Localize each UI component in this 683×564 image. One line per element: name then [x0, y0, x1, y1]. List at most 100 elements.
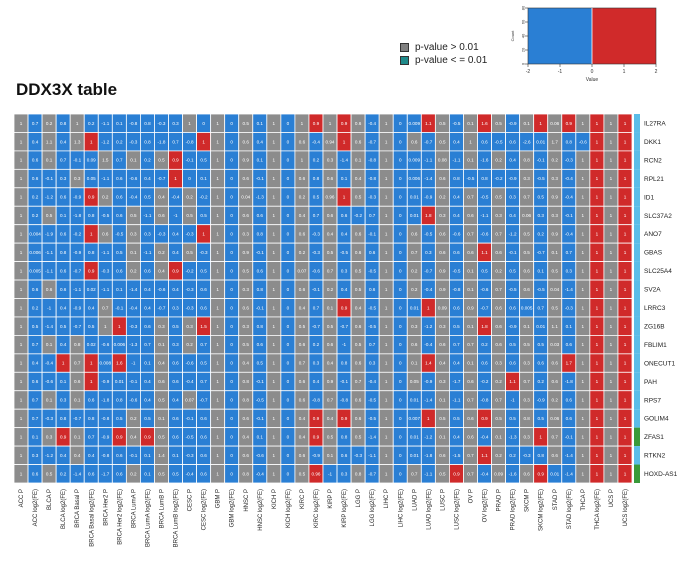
cell-value-label: 0.6: [172, 416, 179, 421]
cell-value-label: 0.2: [495, 268, 502, 273]
cell-value-label: 0.7: [144, 342, 151, 347]
cell-value-label: 0.1: [130, 158, 137, 163]
cell-value-label: 1.6: [116, 361, 123, 366]
cell-value-label: 1: [582, 324, 585, 329]
cell-value-label: -0.3: [158, 121, 166, 126]
cell-value-label: -0.8: [481, 398, 489, 403]
cell-value-label: -0.6: [312, 268, 320, 273]
cell-value-label: 0.5: [299, 471, 306, 476]
cell-value-label: 0.6: [523, 287, 530, 292]
cell-value-label: 0.5: [538, 195, 545, 200]
cell-value-label: 0.5: [186, 250, 193, 255]
column-label: HNSC P: [244, 489, 250, 512]
cell-value-label: -0.4: [256, 471, 264, 476]
cell-value-label: 1: [624, 139, 627, 144]
row-label: RCN2: [644, 157, 662, 164]
cell-value-label: 1: [301, 158, 304, 163]
cell-value-label: 0.9: [467, 305, 474, 310]
cell-value-label: 1: [596, 287, 599, 292]
cell-value-label: 0.6: [200, 305, 207, 310]
cell-value-label: 0.6: [467, 213, 474, 218]
cell-value-label: 1: [273, 361, 276, 366]
cell-value-label: 0.4: [299, 305, 306, 310]
cell-value-label: 1: [624, 324, 627, 329]
cell-value-label: 0.6: [453, 250, 460, 255]
cell-value-label: -0.8: [368, 158, 376, 163]
cell-value-label: 0.3: [552, 213, 559, 218]
cell-value-label: 0: [230, 305, 233, 310]
cell-value-label: 0.2: [411, 268, 418, 273]
cell-value-label: 0: [399, 471, 402, 476]
cell-value-label: 0.5: [523, 250, 530, 255]
cell-value-label: 1: [216, 268, 219, 273]
row-label: SV2A: [644, 287, 661, 294]
cell-value-label: 0.3: [439, 324, 446, 329]
legend-label: p-value > 0.01: [415, 42, 479, 53]
cell-value-label: 1: [273, 139, 276, 144]
cell-value-label: 1.4: [158, 453, 165, 458]
cell-value-label: 0.3: [523, 176, 530, 181]
cell-value-label: 0.3: [523, 361, 530, 366]
cell-value-label: -0.4: [481, 434, 489, 439]
cell-value-label: 0.1: [538, 268, 545, 273]
chart-title: DDX3X table: [16, 80, 118, 99]
column-label: OV P: [468, 489, 474, 503]
cell-value-label: 1: [273, 287, 276, 292]
cell-value-label: 0.8: [257, 232, 264, 237]
cell-value-label: 0.1: [60, 213, 67, 218]
cell-value-label: 1: [188, 121, 191, 126]
cell-value-label: 0: [287, 305, 290, 310]
cell-value-label: 0.6: [74, 379, 81, 384]
cell-value-label: -1.2: [45, 453, 53, 458]
color-key-tick-label: 0: [591, 69, 594, 75]
cell-value-label: 0: [287, 232, 290, 237]
cell-value-label: 0.8: [453, 176, 460, 181]
cell-value-label: 0.6: [60, 232, 67, 237]
cell-value-label: 0.6: [552, 361, 559, 366]
column-label: BRCA Her2 P: [103, 489, 109, 526]
column-label: LUSC log2(FE): [454, 489, 460, 530]
cell-value-label: 0.6: [538, 361, 545, 366]
row-label: GOLIM4: [644, 416, 669, 423]
cell-value-label: -0.3: [101, 268, 109, 273]
cell-value-label: -0.9: [73, 195, 81, 200]
cell-value-label: 0.6: [200, 434, 207, 439]
cell-value-label: 0.6: [495, 305, 502, 310]
cell-value-label: -0.7: [73, 416, 81, 421]
cell-value-label: 0.6: [88, 398, 95, 403]
cell-value-label: 0.5: [243, 342, 250, 347]
cell-value-label: 0.1: [116, 121, 123, 126]
cell-value-label: -0.1: [256, 305, 264, 310]
cell-value-label: 0.3: [46, 434, 53, 439]
cell-value-label: -1.1: [45, 268, 53, 273]
cell-value-label: 0.7: [313, 213, 320, 218]
cell-value-label: 1.1: [552, 324, 559, 329]
cell-value-label: 1: [610, 121, 613, 126]
cell-value-label: 0.8: [243, 471, 250, 476]
cell-value-label: 1: [582, 232, 585, 237]
column-label: GBM log2(FE): [230, 489, 236, 527]
cell-value-label: 0.5: [523, 232, 530, 237]
cell-value-label: -0.5: [452, 268, 460, 273]
cell-value-label: 1: [610, 379, 613, 384]
cell-value-label: 0.6: [243, 176, 250, 181]
cell-value-label: 0.3: [74, 176, 81, 181]
cell-value-label: -0.2: [354, 213, 362, 218]
cell-value-label: 0.4: [355, 176, 362, 181]
cell-value-label: 0: [287, 213, 290, 218]
cell-value-label: 0.6: [467, 250, 474, 255]
row-label: DKK1: [644, 139, 661, 146]
cell-value-label: -0.3: [368, 195, 376, 200]
cell-value-label: -0.1: [73, 158, 81, 163]
cell-value-label: 0.4: [299, 213, 306, 218]
cell-value-label: 0.7: [299, 361, 306, 366]
cell-value-label: 0: [399, 379, 402, 384]
cell-value-label: -0.5: [186, 434, 194, 439]
cell-value-label: 1: [624, 195, 627, 200]
cell-value-label: 0.4: [509, 213, 516, 218]
cell-value-label: 0.6: [200, 471, 207, 476]
cell-value-label: 0.07: [297, 268, 306, 273]
cell-value-label: 0.5: [523, 342, 530, 347]
cell-value-label: 1: [273, 379, 276, 384]
column-label: PRAD log2(FE): [511, 489, 517, 530]
